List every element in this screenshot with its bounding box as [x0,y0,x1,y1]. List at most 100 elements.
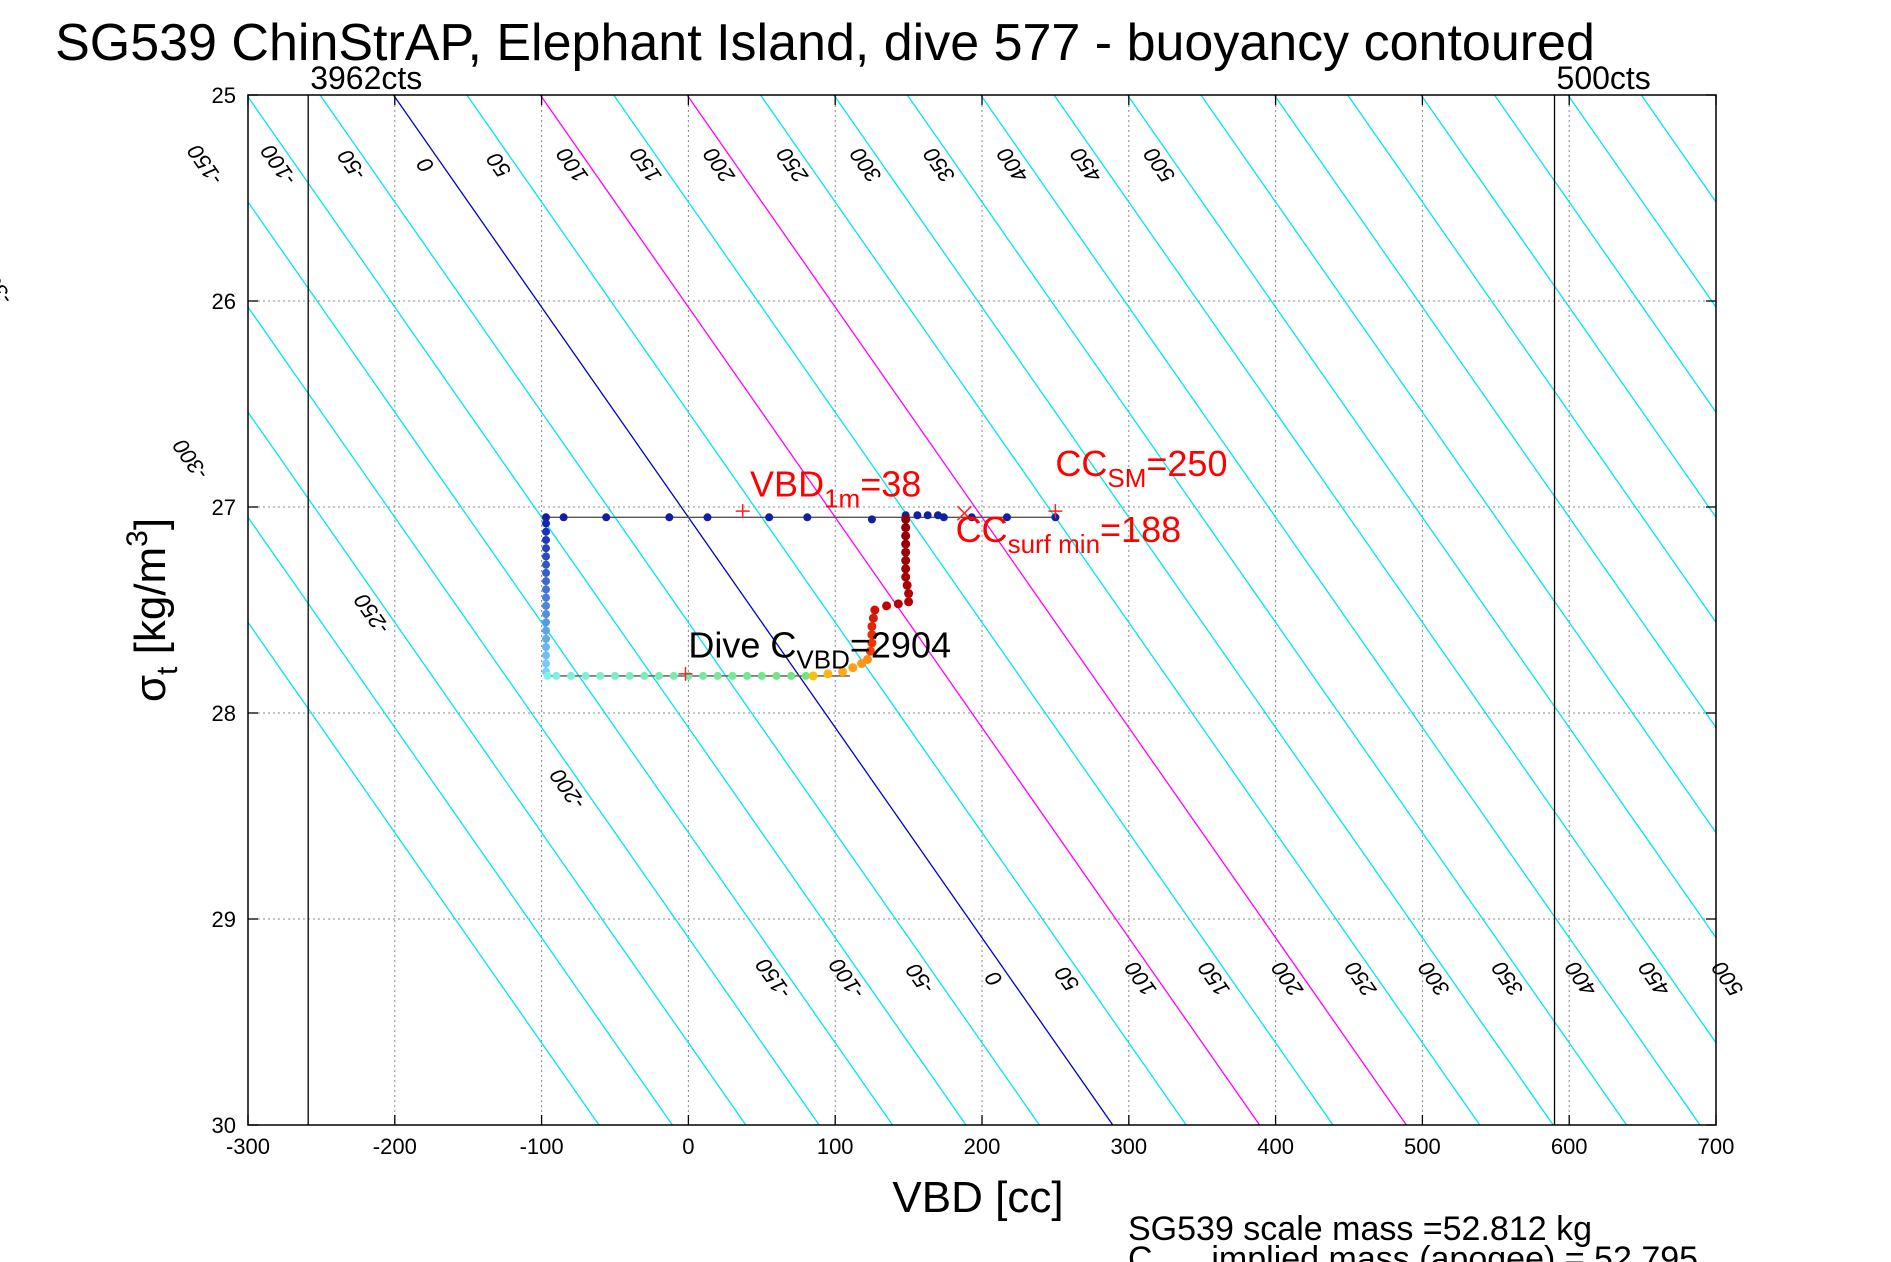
descent-point [542,593,551,602]
contour-line [248,516,673,1125]
y-tick-label: 26 [212,289,236,314]
contour-line [248,95,967,1125]
descent-point [542,601,551,610]
x-tick-label: 200 [964,1134,1001,1159]
contour-line [248,200,894,1125]
contour-line [1714,95,1716,99]
descent-point [803,513,812,522]
buoyancy-contours [248,95,1716,1125]
plus-marker [1048,504,1063,519]
footer-line: SG539 scale mass =52.812 kg [1128,1210,1592,1248]
bottom-point [566,671,575,680]
bottom-point [543,671,552,680]
bottom-point [669,671,678,680]
contour-line [833,95,1554,1125]
descent-point [542,610,551,619]
x-tick-label: 500 [1404,1134,1441,1159]
plus-marker [678,666,693,681]
descent-point [939,513,948,522]
data-points [542,511,1060,681]
annotation-label: CCSM=250 [1055,443,1227,493]
chart-title: SG539 ChinStrAP, Elephant Island, dive 5… [55,14,1595,72]
descent-point [923,511,932,520]
y-tick-label: 25 [212,83,236,108]
contour-line [906,95,1628,1125]
ascent-point [901,531,911,541]
ascent-point [901,539,911,549]
contour-line [980,95,1701,1125]
descent-point [542,651,551,660]
contour-line [1567,95,1716,309]
contour-label: -150 [182,139,228,190]
footer-line: CVBD implied mass (apogee) = 52.795 [1128,1240,1698,1262]
markers [678,504,1063,681]
descent-point [703,513,712,522]
contour-line [1126,95,1716,939]
bottom-point [728,671,737,680]
footer-text: SG539 scale mass =52.812 kgCVBD implied … [1128,1210,1698,1262]
annotation-label: CCsurf min=188 [956,509,1182,559]
descent-point [559,513,568,522]
x-tick-label: -200 [373,1134,417,1159]
ascent-point [902,580,912,590]
bottom-point [581,671,590,680]
ascent-point [808,671,818,681]
bottom-point [699,671,708,680]
x-tick-label: -300 [226,1134,270,1159]
descent-point [542,577,551,586]
descent-point [542,659,551,668]
bottom-point [801,671,810,680]
axes: -300 -200 -100 0 100 200 300 400 500 600 700 25 26 27… [212,83,1735,1159]
x-tick-label: -100 [520,1134,564,1159]
x-tick-label: 100 [817,1134,854,1159]
contour-label: -350 [0,259,18,310]
descent-point [765,513,774,522]
descent-point [542,527,551,536]
vbd-limit-label: 3962cts [310,60,422,96]
descent-point [542,618,551,627]
contour-line [1493,95,1716,414]
descent-point [542,634,551,643]
ascent-point [867,638,877,648]
x-tick-label: 0 [682,1134,694,1159]
bottom-point [640,671,649,680]
descent-point [542,544,551,553]
x-axis-label: VBD [cc] [892,1173,1063,1222]
descent-point [542,560,551,569]
ascent-point [904,589,914,599]
ascent-point [904,597,914,607]
contour-line [1347,95,1716,624]
y-tick-label: 29 [212,907,236,932]
y-tick-label: 30 [212,1113,236,1138]
bottom-point [625,671,634,680]
ascent-point [901,547,911,557]
ascent-point [901,572,911,582]
bottom-point [655,671,664,680]
descent-point [542,519,551,528]
bottom-point [611,671,619,680]
ascent-point [901,523,911,533]
contour-line [319,95,1040,1125]
contour-line [1273,95,1716,729]
descent-point [867,515,876,524]
descent-point [542,552,551,561]
contour-line [1420,95,1716,519]
ascent-point [867,621,877,631]
vbd-limit-lines: 3962cts 500cts [307,60,1651,1125]
contour-line [392,95,1114,1125]
x-tick-label: 600 [1551,1134,1588,1159]
bottom-point [596,671,605,680]
ascent-point [870,605,880,615]
ascent-point [893,599,903,609]
descent-point [542,535,551,544]
ascent-point [862,654,872,664]
ascent-point [901,514,911,524]
contour-line [248,411,747,1125]
bottom-point [743,671,752,680]
contour-line [686,95,1407,1125]
y-axis-label: σt [kg/m3] [121,518,184,702]
x-marker [956,505,972,521]
contour-line [248,621,600,1125]
descent-point [602,513,611,522]
